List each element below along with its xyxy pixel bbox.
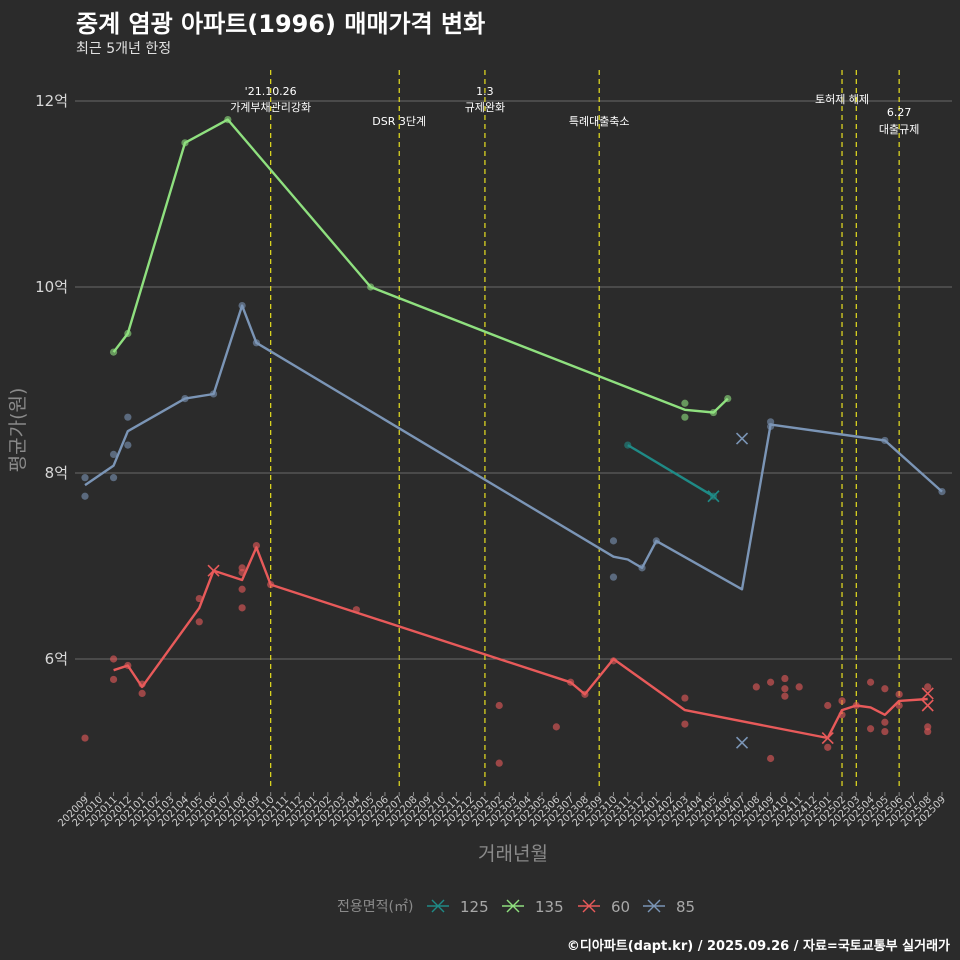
data-point	[681, 720, 689, 728]
chart-subtitle: 최근 5개년 한정	[76, 41, 172, 57]
y-tick-label: 6억	[45, 650, 68, 668]
data-point	[881, 685, 889, 693]
legend-key-x-stroke	[506, 899, 520, 913]
x-marker	[921, 687, 934, 700]
legend-label: 135	[535, 898, 564, 916]
data-point	[109, 450, 118, 458]
series-line	[84, 304, 943, 591]
chart-title: 중계 염광 아파트(1996) 매매가격 변화	[76, 10, 486, 38]
data-point	[109, 675, 118, 684]
data-point	[924, 683, 932, 691]
data-point	[767, 754, 775, 763]
data-point	[781, 674, 789, 683]
data-point	[866, 725, 875, 733]
data-point	[552, 723, 560, 731]
chart-caption: ©디아파트(dapt.kr) / 2025.09.26 / 자료=국토교통부 실…	[566, 939, 950, 954]
data-point	[81, 734, 89, 742]
event-label: 규제완화	[465, 101, 505, 114]
data-point	[681, 413, 689, 421]
legend-key-x-stroke	[431, 899, 445, 913]
series-60	[81, 541, 932, 767]
legend-label: 125	[460, 898, 489, 916]
series-85	[81, 302, 946, 591]
data-point	[238, 604, 246, 612]
legend-key-x-stroke	[647, 899, 661, 913]
legend-key-x	[431, 899, 445, 913]
data-point	[752, 683, 760, 691]
series-line	[113, 546, 928, 740]
series-135	[109, 116, 732, 421]
data-point	[495, 701, 503, 710]
event-label: 특례대출축소	[569, 115, 630, 128]
data-point	[109, 474, 118, 482]
x-marker-stroke	[921, 687, 934, 700]
data-point	[838, 697, 846, 705]
data-point	[252, 541, 260, 550]
data-point	[795, 683, 803, 691]
x-marker-stroke	[207, 564, 220, 577]
event-label: DSR 3단계	[372, 115, 426, 128]
series-125	[624, 441, 718, 500]
data-point	[609, 573, 618, 581]
x-marker	[921, 699, 934, 712]
x-marker-stroke	[735, 736, 749, 749]
data-point	[138, 689, 146, 698]
y-tick-label: 10억	[35, 278, 68, 296]
x-marker	[735, 736, 749, 749]
event-label: 대출규제	[879, 123, 919, 136]
legend-item-85: 85	[643, 898, 695, 916]
data-point	[681, 399, 689, 407]
data-point	[124, 413, 132, 421]
legend-key-x	[582, 899, 596, 913]
x-marker	[707, 490, 720, 503]
y-tick-label: 8억	[45, 464, 68, 482]
x-marker	[735, 432, 749, 445]
event-label: '21.10.26	[245, 85, 297, 98]
data-point	[866, 678, 875, 686]
legend-key-x	[647, 899, 661, 913]
data-point	[681, 694, 689, 702]
data-point	[609, 537, 618, 545]
data-point	[895, 690, 903, 698]
x-marker-stroke	[707, 490, 720, 503]
legend-key-x-stroke	[582, 899, 596, 913]
x-marker-stroke	[921, 699, 934, 712]
data-point	[124, 441, 132, 449]
data-point	[238, 585, 246, 593]
y-tick-label: 12억	[35, 92, 68, 110]
event-label: 1.3	[476, 85, 494, 98]
data-point	[781, 685, 789, 693]
x-marker	[207, 564, 220, 577]
data-point	[495, 759, 503, 767]
x-marker-stroke	[821, 731, 834, 745]
legend-title: 전용면적(㎡)	[337, 899, 413, 915]
x-marker	[821, 731, 834, 745]
data-point	[81, 474, 89, 482]
data-point	[109, 655, 118, 663]
event-label: 6.27	[887, 106, 912, 119]
series-line	[627, 444, 715, 498]
data-point	[881, 718, 889, 726]
event-label: 토허제 해제	[815, 92, 869, 106]
data-point	[81, 492, 89, 500]
event-label: 가계부채관리강화	[230, 101, 311, 114]
data-point	[824, 701, 832, 710]
y-axis-title: 평균가(원)	[7, 388, 29, 473]
series-line	[112, 118, 729, 414]
data-point	[195, 618, 203, 626]
data-point	[924, 727, 932, 736]
data-point	[781, 692, 789, 700]
x-axis-title: 거래년월	[478, 843, 548, 865]
data-point	[881, 727, 889, 736]
x-marker-stroke	[735, 432, 749, 445]
data-point	[767, 678, 775, 686]
legend-label: 85	[676, 898, 695, 916]
legend-label: 60	[611, 898, 630, 916]
legend-item-60: 60	[578, 898, 630, 916]
legend-key-x	[506, 899, 520, 913]
data-point	[824, 743, 832, 751]
